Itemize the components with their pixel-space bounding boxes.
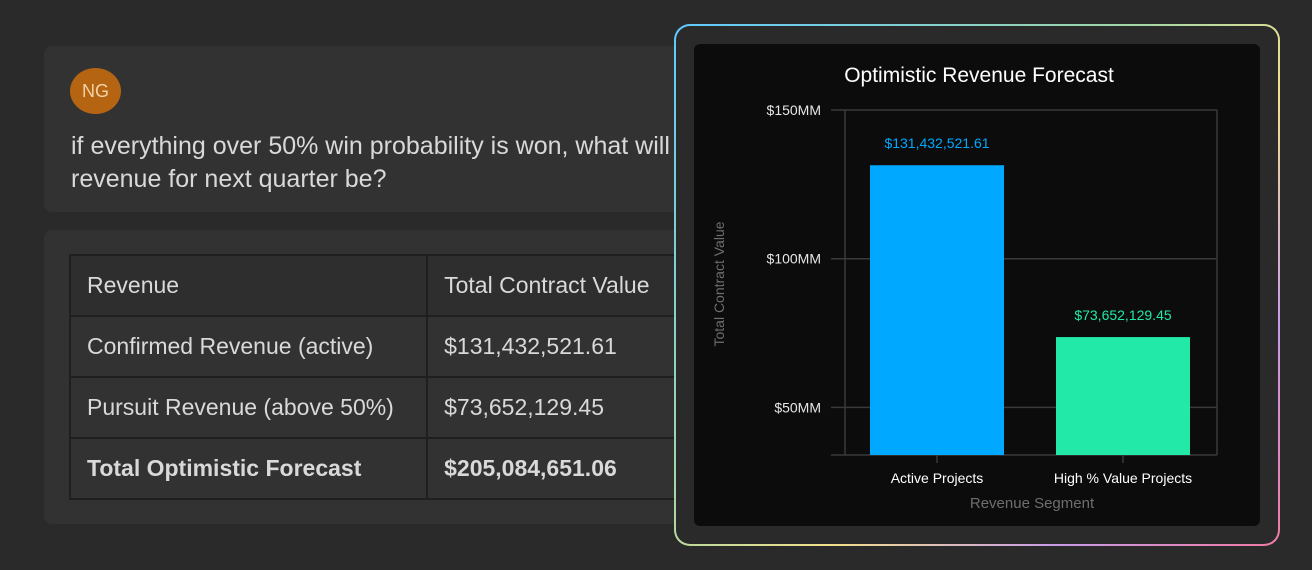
bar bbox=[1056, 337, 1190, 455]
table-cell: Total Optimistic Forecast bbox=[68, 437, 429, 500]
table-total-row: Total Optimistic Forecast $205,084,651.0… bbox=[68, 437, 744, 500]
x-tick-label: High % Value Projects bbox=[1054, 470, 1192, 486]
x-tick-label: Active Projects bbox=[891, 470, 984, 486]
revenue-table: Revenue Total Contract Value Confirmed R… bbox=[68, 254, 744, 500]
response-table-card: Revenue Total Contract Value Confirmed R… bbox=[44, 230, 744, 524]
chart-title: Optimistic Revenue Forecast bbox=[844, 64, 1114, 87]
bar-value-label: $131,432,521.61 bbox=[884, 135, 989, 151]
user-message-card: NG if everything over 50% win probabilit… bbox=[44, 46, 744, 212]
table-row: Confirmed Revenue (active) $131,432,521.… bbox=[68, 315, 744, 378]
table-cell: Pursuit Revenue (above 50%) bbox=[68, 376, 429, 439]
table-header-row: Revenue Total Contract Value bbox=[68, 254, 744, 317]
chart-panel: Optimistic Revenue Forecast Total Contra… bbox=[694, 44, 1260, 526]
chart-frame: Optimistic Revenue Forecast Total Contra… bbox=[674, 24, 1280, 546]
y-tick-label: $150MM bbox=[767, 102, 821, 118]
table-cell: Confirmed Revenue (active) bbox=[68, 315, 429, 378]
table-row: Pursuit Revenue (above 50%) $73,652,129.… bbox=[68, 376, 744, 439]
bar-value-label: $73,652,129.45 bbox=[1074, 307, 1172, 323]
x-axis-label: Revenue Segment bbox=[970, 495, 1095, 512]
y-tick-label: $100MM bbox=[767, 251, 821, 267]
y-axis-label: Total Contract Value bbox=[711, 221, 727, 346]
bar bbox=[870, 165, 1004, 456]
user-avatar: NG bbox=[70, 68, 121, 114]
y-tick-label: $50MM bbox=[774, 399, 821, 415]
user-message-text: if everything over 50% win probability i… bbox=[71, 132, 711, 193]
revenue-bar-chart: Optimistic Revenue Forecast Total Contra… bbox=[711, 64, 1218, 512]
column-header-revenue: Revenue bbox=[68, 254, 429, 317]
